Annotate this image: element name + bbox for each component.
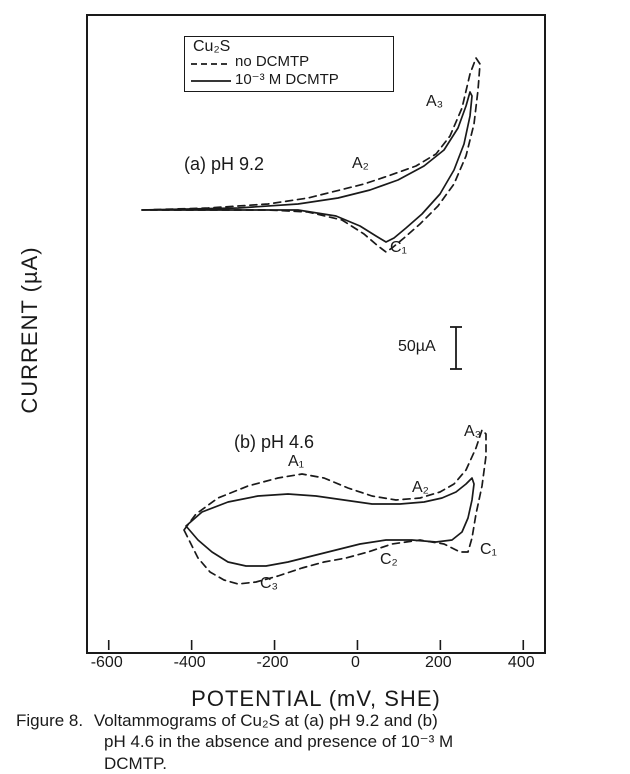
x-tick-label: 200: [425, 654, 452, 672]
caption-prefix: Figure 8.: [16, 711, 83, 730]
legend-box: Cu₂S no DCMTP 10⁻³ M DCMTP: [184, 36, 394, 92]
caption-line1: Voltammograms of Cu₂S at (a) pH 9.2 and …: [88, 711, 438, 730]
x-tick-label: 400: [508, 654, 535, 672]
peak-label: A₁: [288, 453, 304, 470]
figure-page: { "figure": { "caption_prefix": "Figure …: [0, 0, 630, 768]
scalebar-label: 50µA: [398, 338, 436, 356]
peak-label: A₃: [426, 93, 443, 110]
legend-title: Cu₂S: [193, 38, 230, 56]
figure-caption: Figure 8. Voltammograms of Cu₂S at (a) p…: [16, 710, 616, 774]
scalebar: [450, 327, 462, 369]
caption-line2: pH 4.6 in the absence and presence of 10…: [16, 731, 616, 752]
panel-a-title: (a) pH 9.2: [184, 154, 264, 175]
caption-line3: DCMTP.: [16, 753, 616, 774]
legend-swatch-solid: [191, 75, 231, 87]
plot-area: A₃ A₂ C₁ A₁ A₂ A₃ C₁ C₂ C₃ Cu₂S no DCMTP 10⁻³ M …: [86, 14, 546, 654]
peak-label: C₂: [380, 551, 398, 568]
x-axis-label: POTENTIAL (mV, SHE): [191, 686, 441, 712]
panel-b-title: (b) pH 4.6: [234, 432, 314, 453]
y-axis-label: CURRENT (µA): [17, 246, 43, 413]
peak-label: C₁: [390, 239, 407, 256]
x-tick-label: -200: [257, 654, 289, 672]
peak-label: C₃: [260, 575, 278, 592]
legend-label-1: 10⁻³ M DCMTP: [235, 70, 339, 88]
x-tick-label: 0: [351, 654, 360, 672]
x-tick-label: -400: [174, 654, 206, 672]
peak-label: A₂: [352, 155, 369, 172]
plot-svg: A₃ A₂ C₁ A₁ A₂ A₃ C₁ C₂ C₃: [88, 16, 544, 652]
peak-label: C₁: [480, 541, 497, 558]
peak-label: A₃: [464, 423, 481, 440]
peak-label: A₂: [412, 479, 429, 496]
x-tick-label: -600: [91, 654, 123, 672]
legend-swatch-dashed: [191, 58, 231, 70]
legend-label-0: no DCMTP: [235, 53, 309, 70]
